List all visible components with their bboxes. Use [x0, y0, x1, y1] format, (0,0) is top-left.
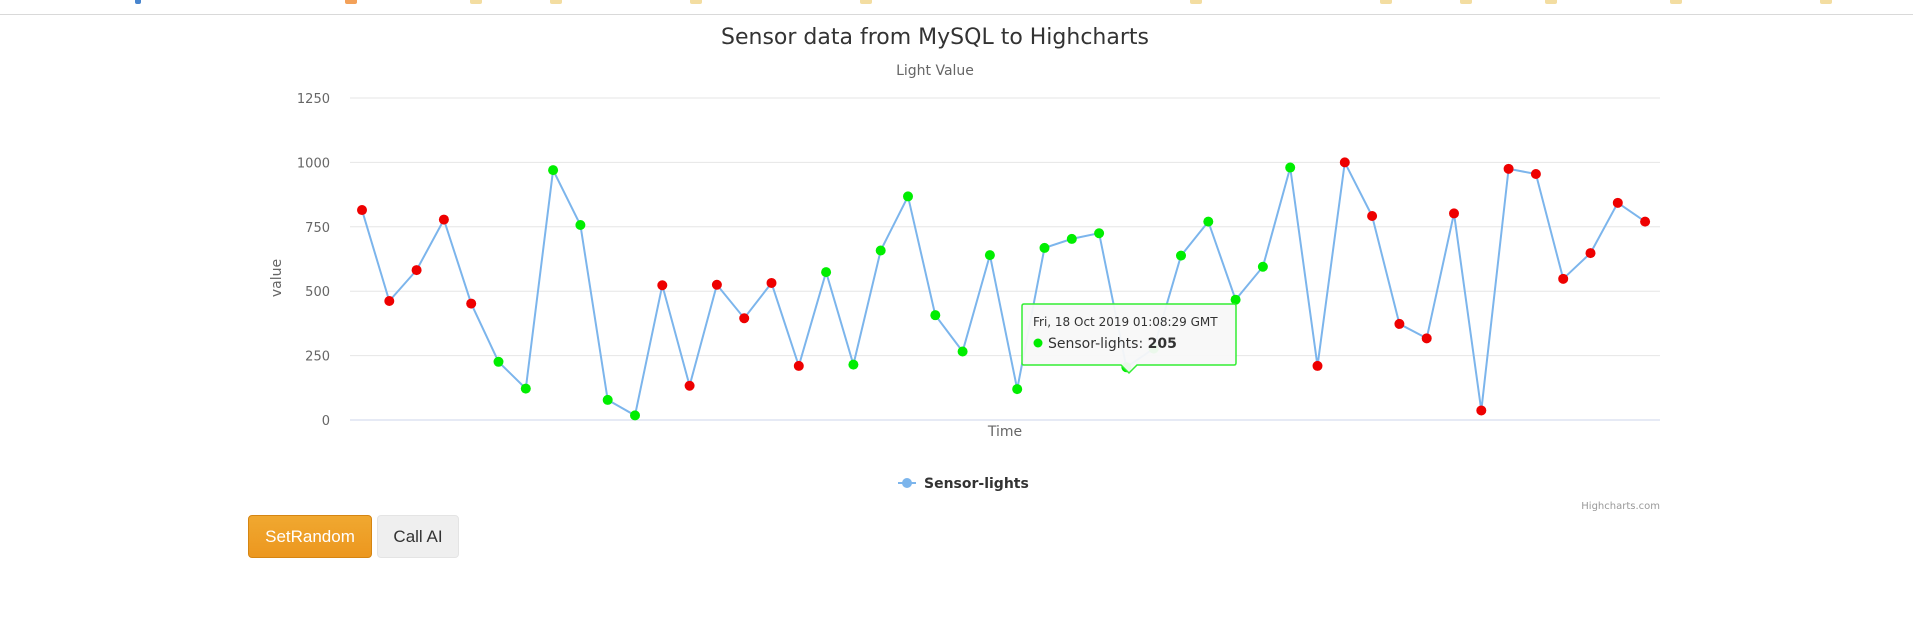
nav-icon [1190, 0, 1202, 4]
legend: Sensor-lights [898, 476, 1029, 492]
data-point[interactable] [575, 219, 586, 230]
data-point[interactable] [1530, 168, 1541, 179]
nav-icon [690, 0, 702, 4]
tooltip-header: Fri, 18 Oct 2019 01:08:29 GMT [1033, 315, 1218, 329]
data-point[interactable] [411, 265, 422, 276]
tooltip-series-label: Sensor-lights: [1048, 336, 1143, 352]
tooltip-marker [1033, 338, 1043, 348]
y-tick-label: 250 [305, 350, 330, 365]
data-point[interactable] [548, 165, 559, 176]
data-point[interactable] [1257, 261, 1268, 272]
data-point[interactable] [466, 298, 477, 309]
y-tick-label: 1000 [297, 156, 330, 171]
data-point[interactable] [384, 295, 395, 306]
data-point[interactable] [1339, 157, 1350, 168]
y-axis-ticks: 0 250 500 750 1000 1250 [297, 92, 330, 429]
set-random-button[interactable]: SetRandom [248, 515, 372, 558]
y-grid [350, 97, 1660, 357]
tooltip-body: Sensor-lights: 205 [1048, 336, 1177, 352]
top-nav-strip [0, 0, 1913, 15]
nav-icon [1380, 0, 1392, 4]
data-point[interactable] [766, 277, 777, 288]
data-point[interactable] [1066, 233, 1077, 244]
data-point[interactable] [1421, 333, 1432, 344]
data-point[interactable] [520, 383, 531, 394]
tooltip: Fri, 18 Oct 2019 01:08:29 GMT Sensor-lig… [1021, 303, 1237, 375]
data-point[interactable] [848, 359, 859, 370]
nav-icon [135, 0, 141, 4]
data-point[interactable] [1394, 318, 1405, 329]
data-point[interactable] [875, 245, 886, 256]
y-tick-label: 0 [322, 414, 330, 429]
data-point[interactable] [1612, 197, 1623, 208]
series-sensor-lights [357, 157, 1651, 421]
data-point[interactable] [602, 394, 613, 405]
legend-item-sensor-lights[interactable]: Sensor-lights [898, 476, 1029, 492]
data-point[interactable] [1039, 242, 1050, 253]
data-point[interactable] [984, 250, 995, 261]
data-point[interactable] [1367, 210, 1378, 221]
data-point[interactable] [493, 356, 504, 367]
data-point[interactable] [903, 191, 913, 202]
nav-icon [860, 0, 872, 4]
legend-marker [902, 478, 912, 488]
data-point[interactable] [1585, 248, 1596, 259]
data-point[interactable] [793, 360, 804, 371]
chart-subtitle: Light Value [896, 63, 974, 79]
data-point[interactable] [357, 205, 367, 216]
data-point[interactable] [1449, 208, 1459, 219]
nav-icon [345, 0, 357, 4]
nav-icon [470, 0, 482, 4]
line-chart: 0 250 500 750 1000 1250 Sensor data from MySQ… [269, 25, 1660, 512]
x-axis-label: Time [987, 424, 1022, 440]
data-point[interactable] [684, 380, 695, 391]
credits-link[interactable]: Highcharts.com [1581, 501, 1660, 512]
data-point[interactable] [1503, 163, 1514, 174]
call-ai-button[interactable]: Call AI [377, 515, 459, 558]
data-point[interactable] [1285, 162, 1296, 173]
data-point[interactable] [1203, 216, 1214, 227]
y-axis-label: value [269, 259, 285, 297]
data-point[interactable] [711, 279, 722, 290]
data-point[interactable] [821, 267, 832, 278]
y-tick-label: 750 [305, 221, 330, 236]
data-point[interactable] [657, 280, 668, 291]
nav-icon [1670, 0, 1682, 4]
chart-title: Sensor data from MySQL to Highcharts [721, 25, 1149, 50]
y-tick-label: 1250 [297, 92, 330, 107]
data-point[interactable] [930, 310, 941, 321]
data-point[interactable] [1558, 273, 1569, 284]
data-point[interactable] [630, 410, 640, 421]
data-point[interactable] [1476, 405, 1487, 416]
nav-icon [1460, 0, 1472, 4]
data-point[interactable] [1012, 384, 1023, 395]
data-point[interactable] [1176, 250, 1186, 261]
data-point[interactable] [1094, 228, 1105, 239]
tooltip-value: 205 [1148, 336, 1177, 352]
y-tick-label: 500 [305, 285, 330, 300]
data-point[interactable] [957, 346, 968, 357]
legend-label: Sensor-lights [924, 476, 1029, 492]
data-point[interactable] [438, 214, 449, 225]
data-point[interactable] [1230, 294, 1241, 305]
series-line [361, 159, 1646, 417]
nav-icon [1820, 0, 1832, 4]
data-point[interactable] [1312, 360, 1323, 371]
data-point[interactable] [1640, 216, 1651, 227]
nav-icon [550, 0, 562, 4]
nav-icon [1545, 0, 1557, 4]
data-point[interactable] [739, 313, 750, 324]
